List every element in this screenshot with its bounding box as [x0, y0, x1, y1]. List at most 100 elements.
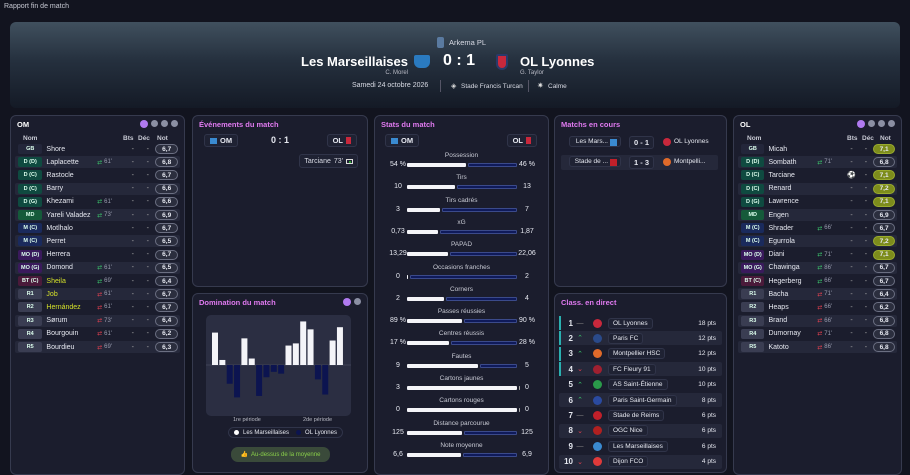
player-name[interactable]: Lawrence — [768, 198, 799, 206]
player-row[interactable]: R4 Bourgouin ⇄ 61' - -6,2 — [15, 328, 180, 340]
player-name[interactable]: Katoto — [768, 343, 789, 351]
player-row[interactable]: D (D) Laplacette ⇄ 61' - -6,8 — [15, 156, 180, 169]
player-name[interactable]: Bourgouin — [46, 330, 79, 338]
player-row[interactable]: BT (C) Sheila ⇄ 69' - -6,4 — [15, 275, 180, 287]
player-name[interactable]: Shrader — [768, 224, 794, 232]
player-row[interactable]: R5 Bourdieu ⇄ 69' - -6,3 — [15, 341, 180, 353]
player-name[interactable]: Bacha — [768, 290, 789, 298]
player-row[interactable]: BT (C) Hegerberg ⇄ 66' - -6,7 — [738, 275, 897, 287]
player-name[interactable]: Yareli Valadez — [46, 211, 91, 219]
player-name[interactable]: Diani — [768, 251, 785, 259]
player-row[interactable]: MO (G) Domond ⇄ 61' - -6,5 — [15, 261, 180, 274]
page-dots[interactable] — [857, 119, 895, 128]
player-row[interactable]: D (G) Khezami ⇄ 61' - -6,6 — [15, 196, 180, 208]
player-row[interactable]: MD Yareli Valadez ⇄ 73' - -6,9 — [15, 209, 180, 221]
player-name[interactable]: Bourdieu — [46, 343, 75, 351]
col-assists[interactable]: Déc — [862, 135, 874, 142]
page-dot[interactable] — [857, 119, 865, 128]
player-name[interactable]: Egurrola — [768, 237, 795, 245]
team-name[interactable]: AS Saint-Étienne — [608, 379, 668, 391]
team-name[interactable]: Montpellier HSC — [608, 348, 666, 360]
player-name[interactable]: Dumornay — [768, 330, 801, 338]
page-dots[interactable] — [140, 119, 178, 128]
standings-row[interactable]: 2 ⌃ Paris FC 12 pts — [559, 331, 722, 346]
player-name[interactable]: Renard — [768, 185, 792, 193]
player-row[interactable]: R1 Job ⇄ 61' - -6,7 — [15, 288, 180, 301]
standings-row[interactable]: 9— Les Marseillaises 6 pts — [559, 439, 722, 453]
page-dots[interactable] — [343, 297, 361, 306]
live-match-row[interactable]: Stade de ... 1 - 3 Montpelli... — [561, 155, 718, 170]
player-name[interactable]: Khezami — [46, 198, 74, 206]
player-name[interactable]: Shore — [46, 145, 66, 153]
player-row[interactable]: D (C) Tarciane ⚽ -7,1 — [738, 169, 897, 181]
player-name[interactable]: Sheila — [46, 277, 66, 285]
player-name[interactable]: Sombath — [768, 158, 797, 166]
standings-row[interactable]: 10 ⌄ Dijon FCO 4 pts — [559, 454, 722, 469]
team-name[interactable]: Stade de Reims — [608, 409, 665, 421]
player-row[interactable]: GB Micah - -7,1 — [738, 143, 897, 155]
player-row[interactable]: R1 Bacha ⇄ 71' - -6,4 — [738, 288, 897, 301]
player-name[interactable]: Chawinga — [768, 264, 800, 272]
player-row[interactable]: MO (D) Diani ⇄ 71' - -7,1 — [738, 249, 897, 261]
player-name[interactable]: Micah — [768, 145, 788, 153]
page-dot[interactable] — [868, 120, 875, 127]
player-name[interactable]: Hernández — [46, 303, 81, 311]
player-name[interactable]: Engen — [768, 211, 789, 219]
player-name[interactable]: Barry — [46, 185, 64, 193]
page-dot[interactable] — [140, 119, 148, 128]
live-match-row[interactable]: Les Mars... 0 - 1 OL Lyonnes — [561, 135, 718, 150]
standings-row[interactable]: 4 ⌄ FC Fleury 91 10 pts — [559, 362, 722, 377]
player-name[interactable]: Tarciane — [768, 171, 795, 179]
team-name[interactable]: OL Lyonnes — [608, 317, 653, 329]
player-row[interactable]: M (C) Perret - -6,5 — [15, 235, 180, 248]
player-name[interactable]: Brand — [768, 317, 788, 325]
player-row[interactable]: R4 Dumornay ⇄ 71' - -6,8 — [738, 328, 897, 340]
standings-row[interactable]: 3 ⌃ Montpellier HSC 12 pts — [559, 346, 722, 361]
page-dot[interactable] — [878, 120, 885, 127]
player-row[interactable]: R2 Hernández ⇄ 61' - -6,7 — [15, 301, 180, 313]
col-goals[interactable]: Bts — [847, 135, 858, 142]
player-name[interactable]: Domond — [46, 264, 73, 272]
player-row[interactable]: MD Engen - -6,9 — [738, 209, 897, 221]
player-row[interactable]: M (C) Egurrola - -7,2 — [738, 235, 897, 248]
col-rating[interactable]: Not — [880, 135, 891, 142]
page-dot[interactable] — [343, 297, 351, 306]
standings-row[interactable]: 6 ⌃ Paris Saint-Germain 8 pts — [559, 393, 722, 407]
col-goals[interactable]: Bts — [123, 135, 134, 142]
player-name[interactable]: Heaps — [768, 303, 789, 311]
player-row[interactable]: D (D) Sombath ⇄ 71' - -6,8 — [738, 156, 897, 169]
page-dot[interactable] — [354, 298, 361, 305]
player-row[interactable]: D (G) Lawrence - -7,1 — [738, 196, 897, 208]
event-item[interactable]: Tarciane 73' — [299, 154, 358, 168]
standings-row[interactable]: 8 ⌄ OGC Nice 6 pts — [559, 423, 722, 438]
col-name[interactable]: Nom — [23, 135, 38, 142]
player-name[interactable]: Job — [46, 290, 58, 298]
col-name[interactable]: Nom — [747, 135, 762, 142]
player-name[interactable]: Laplacette — [46, 158, 79, 166]
player-row[interactable]: D (C) Renard - -7,2 — [738, 182, 897, 195]
page-dot[interactable] — [151, 120, 158, 127]
player-row[interactable]: M (C) Shrader ⇄ 66' - -6,7 — [738, 222, 897, 234]
home-team-name[interactable]: Les Marseillaises — [301, 54, 408, 69]
team-name[interactable]: Dijon FCO — [608, 456, 649, 468]
standings-row[interactable]: 5 ⌃ AS Saint-Étienne 10 pts — [559, 378, 722, 392]
team-name[interactable]: Paris Saint-Germain — [608, 394, 677, 406]
player-row[interactable]: D (C) Rastocle - -6,7 — [15, 169, 180, 181]
col-assists[interactable]: Déc — [138, 135, 150, 142]
player-row[interactable]: GB Shore - -6,7 — [15, 143, 180, 155]
away-team-name[interactable]: OL Lyonnes — [520, 54, 595, 69]
page-dot[interactable] — [171, 120, 178, 127]
page-dot[interactable] — [161, 120, 168, 127]
player-row[interactable]: MO (D) Herrera - -6,7 — [15, 249, 180, 261]
col-rating[interactable]: Not — [157, 135, 168, 142]
player-name[interactable]: Perret — [46, 237, 66, 245]
player-name[interactable]: Herrera — [46, 251, 71, 259]
player-row[interactable]: R5 Katoto ⇄ 86' - -6,8 — [738, 341, 897, 353]
player-name[interactable]: Rastocle — [46, 171, 74, 179]
player-name[interactable]: Hegerberg — [768, 277, 802, 285]
player-row[interactable]: MO (G) Chawinga ⇄ 86' - -6,7 — [738, 261, 897, 274]
player-row[interactable]: M (C) Motlhalo - -6,7 — [15, 222, 180, 234]
player-row[interactable]: R3 Sørum ⇄ 73' - -6,4 — [15, 314, 180, 327]
team-name[interactable]: FC Fleury 91 — [608, 363, 656, 375]
player-name[interactable]: Motlhalo — [46, 224, 73, 232]
